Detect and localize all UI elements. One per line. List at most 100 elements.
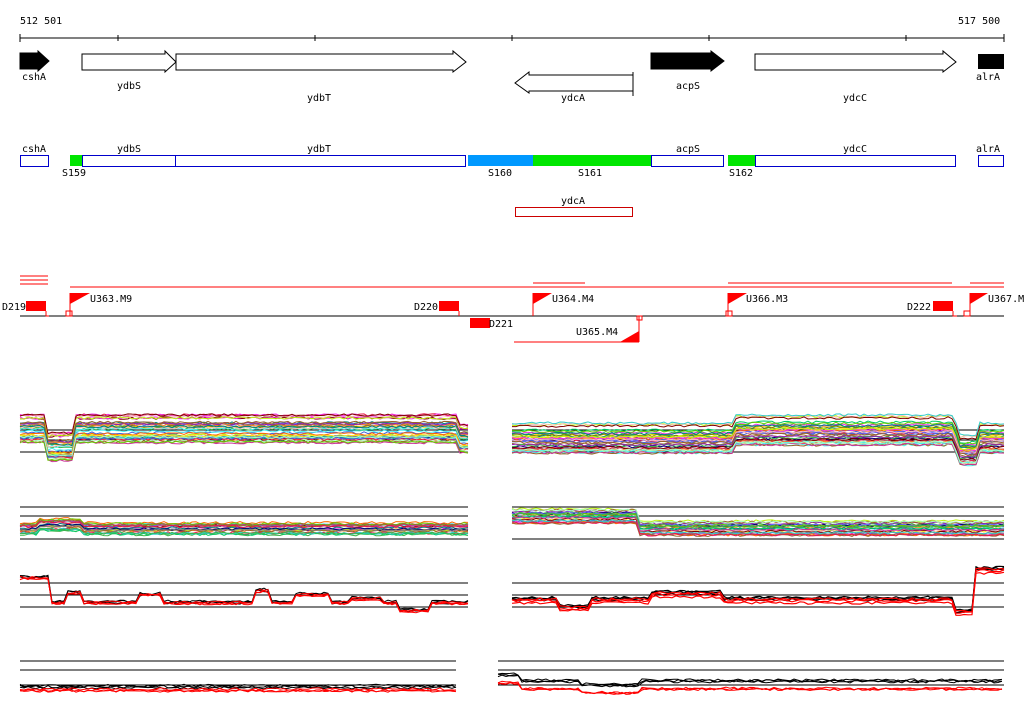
- gene-arrow-label: ydcC: [843, 93, 867, 104]
- coordinate-ruler: 512 501 517 500: [19, 16, 1005, 42]
- segment-S162[interactable]: [728, 155, 755, 166]
- expression-trace: [511, 414, 1005, 438]
- gene-box-label-ydcA: ydcA: [561, 196, 585, 207]
- segment-label-S159: S159: [62, 168, 86, 179]
- expression-trace: [19, 689, 457, 693]
- expression-trace: [19, 575, 469, 612]
- gene-arrow-ydcC[interactable]: ydcC: [754, 49, 957, 104]
- expression-trace: [497, 681, 1003, 695]
- promoter-U367[interactable]: U367.M: [963, 293, 1024, 317]
- gene-box-label-ydbS: ydbS: [117, 144, 141, 155]
- gene-box-label-ydbT: ydbT: [307, 144, 331, 155]
- gene-box-track: cshA ydbS ydbT acpS ydcC alrA ydcA S159 …: [20, 144, 1004, 217]
- expression-trace: [19, 424, 469, 447]
- svg-text:U364.M4: U364.M4: [552, 294, 594, 305]
- expression-trace: [511, 508, 1004, 524]
- gene-box-cshA[interactable]: [20, 155, 49, 167]
- expression-trace: [511, 432, 1005, 457]
- expression-trace: [511, 421, 1005, 445]
- gene-box-ydcC[interactable]: [755, 155, 956, 167]
- gene-box-acpS[interactable]: [651, 155, 724, 167]
- expression-trace: [19, 577, 469, 613]
- gene-arrow-label: acpS: [676, 81, 700, 92]
- expression-trace: [511, 512, 1005, 529]
- expression-trace: [20, 527, 469, 535]
- expression-trace: [19, 436, 469, 458]
- expression-trace: [19, 432, 469, 454]
- expression-trace: [19, 577, 469, 614]
- terminator-D219[interactable]: D219: [2, 301, 49, 317]
- expression-trace: [511, 442, 1005, 466]
- expression-trace: [511, 571, 1005, 616]
- gene-arrow-label: alrA: [976, 72, 1000, 83]
- terminator-D221[interactable]: D221: [470, 318, 513, 330]
- expression-trace: [19, 434, 468, 456]
- gene-arrow-acpS[interactable]: acpS: [650, 49, 725, 92]
- expression-trace: [19, 440, 469, 462]
- expression-trace: [511, 521, 1005, 538]
- segment-S160[interactable]: [468, 155, 533, 166]
- expression-trace: [511, 511, 1005, 528]
- expression-trace: [19, 416, 469, 438]
- gene-box-ydcA[interactable]: [515, 207, 633, 217]
- gene-arrow-label: ydbT: [307, 93, 331, 104]
- gene-box-alrA[interactable]: [978, 155, 1004, 167]
- promoter-U364[interactable]: U364.M4: [532, 293, 594, 316]
- gene-box-label-ydcC: ydcC: [843, 144, 867, 155]
- expression-trace: [511, 569, 1005, 614]
- expression-trace: [511, 434, 1005, 458]
- svg-text:D221: D221: [489, 319, 513, 330]
- svg-text:U366.M3: U366.M3: [746, 294, 788, 305]
- feature-track: D219 U363.M9 D220 D221 U364.M4 U365.M4: [2, 275, 1024, 343]
- gene-arrow-alrA[interactable]: alrA: [976, 54, 1004, 83]
- gene-arrow-ydbS[interactable]: ydbS: [81, 49, 177, 92]
- promoter-U365[interactable]: U365.M4: [576, 315, 643, 342]
- terminator-D220[interactable]: D220: [414, 301, 460, 316]
- expression-trace: [19, 525, 469, 532]
- gene-box-label-cshA: cshA: [22, 144, 46, 155]
- gene-arrow-ydcA[interactable]: ydcA: [514, 70, 634, 104]
- expression-trace: [497, 681, 1003, 695]
- expression-trace: [511, 426, 1005, 451]
- terminator-D222[interactable]: D222: [907, 301, 957, 317]
- promoter-U363[interactable]: U363.M9: [65, 293, 132, 317]
- coord-start: 512 501: [20, 16, 62, 27]
- expression-trace: [511, 437, 1005, 462]
- expression-trace: [19, 425, 469, 448]
- gene-box-ydbT[interactable]: [175, 155, 466, 167]
- expression-trace: [19, 429, 469, 451]
- segment-label-S161: S161: [578, 168, 602, 179]
- expression-trace: [511, 515, 1005, 532]
- expression-trace: [511, 440, 1005, 464]
- svg-text:U365.M4: U365.M4: [576, 327, 618, 338]
- expression-trace: [19, 575, 469, 612]
- ruler-ticks: [19, 34, 1005, 42]
- segment-label-S160: S160: [488, 168, 512, 179]
- promoter-U366[interactable]: U366.M3: [725, 293, 788, 317]
- expression-trace: [511, 423, 1005, 448]
- expression-trace: [511, 413, 1005, 437]
- expression-trace: [511, 517, 1005, 534]
- expression-trace: [19, 684, 457, 689]
- gene-arrow-track: cshA ydbS ydbT ydcA acpS ydcC alrA: [19, 49, 1004, 104]
- expression-trace: [511, 521, 1005, 537]
- gene-arrow-ydbT[interactable]: ydbT: [175, 49, 467, 104]
- gene-box-ydbS[interactable]: [82, 155, 176, 167]
- expression-trace: [19, 420, 469, 442]
- gene-arrow-cshA[interactable]: cshA: [19, 49, 50, 83]
- gene-arrow-label: ydcA: [561, 93, 585, 104]
- expression-trace: [497, 674, 1003, 688]
- expression-trace: [511, 430, 1005, 453]
- gene-arrow-label: ydbS: [117, 81, 141, 92]
- gene-arrow-label: cshA: [22, 72, 46, 83]
- expression-trace: [511, 420, 1005, 444]
- segment-S159[interactable]: [70, 155, 82, 166]
- coord-end: 517 500: [958, 16, 1000, 27]
- gene-box-label-acpS: acpS: [676, 144, 700, 155]
- expression-trace: [19, 413, 469, 435]
- expression-trace: [19, 423, 469, 444]
- segment-S161[interactable]: [533, 155, 651, 166]
- expression-trace: [511, 435, 1005, 458]
